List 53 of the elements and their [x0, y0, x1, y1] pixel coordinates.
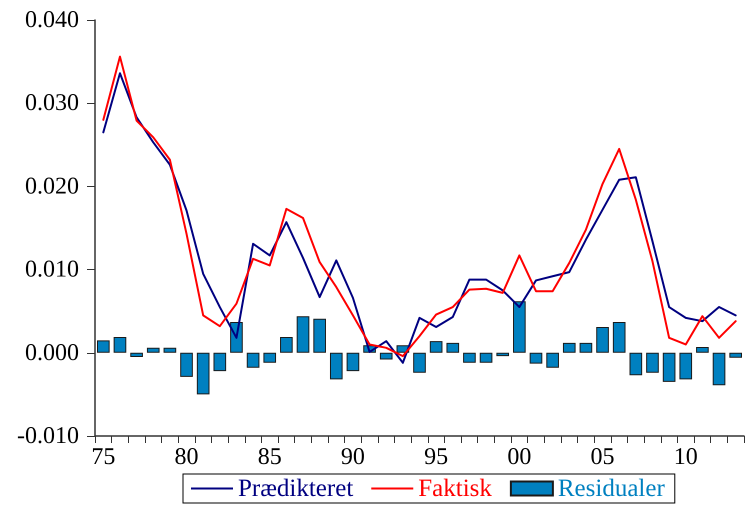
- bar: [213, 352, 226, 372]
- bar: [696, 346, 709, 353]
- bar: [380, 352, 393, 360]
- bar: [180, 352, 193, 377]
- bar: [546, 352, 559, 368]
- bar: [263, 352, 276, 363]
- legend-label: Residualer: [558, 475, 666, 502]
- y-tick-label: -0.010: [17, 423, 79, 449]
- bar: [114, 336, 126, 353]
- bar: [130, 352, 143, 357]
- bar: [280, 336, 293, 353]
- bar: [413, 352, 426, 373]
- bar: [612, 322, 626, 353]
- bar: [463, 352, 476, 363]
- bar: [246, 352, 260, 368]
- bar: [164, 348, 176, 353]
- y-tick-label: 0.040: [25, 7, 79, 33]
- x-tick-label: 00: [507, 444, 532, 470]
- legend-label: Prædikteret: [238, 475, 354, 502]
- bar: [712, 352, 726, 386]
- bar: [530, 352, 542, 364]
- bar: [679, 352, 692, 380]
- x-tick-label: 05: [590, 444, 615, 470]
- bar: [446, 342, 460, 353]
- y-tick-label: 0.010: [25, 256, 79, 283]
- bar: [430, 341, 442, 353]
- y-tick-label: 0.000: [25, 340, 79, 366]
- bar: [313, 318, 326, 353]
- bar: [146, 348, 160, 353]
- x-tick-label: 85: [258, 444, 282, 470]
- x-tick-label: 80: [174, 444, 199, 470]
- x-tick-label: 10: [674, 444, 698, 470]
- bar: [496, 352, 510, 356]
- bar: [346, 352, 360, 372]
- bar: [196, 352, 210, 394]
- legend-label: Faktisk: [418, 475, 492, 502]
- x-tick-label: 75: [91, 444, 116, 470]
- bar: [580, 342, 592, 353]
- y-tick-label: 0.030: [25, 90, 79, 116]
- bar: [480, 352, 492, 363]
- bar: [562, 342, 576, 353]
- y-tick-label: 0.020: [25, 173, 79, 200]
- bar: [513, 301, 526, 353]
- bar: [596, 327, 609, 353]
- bar: [96, 340, 110, 353]
- bar: [330, 352, 343, 380]
- bar: [646, 352, 659, 373]
- bar: [630, 352, 642, 376]
- bar: [729, 352, 742, 358]
- bar: [662, 352, 676, 382]
- x-tick-label: 95: [424, 444, 448, 470]
- x-tick-label: 90: [340, 444, 365, 470]
- bar: [296, 316, 310, 353]
